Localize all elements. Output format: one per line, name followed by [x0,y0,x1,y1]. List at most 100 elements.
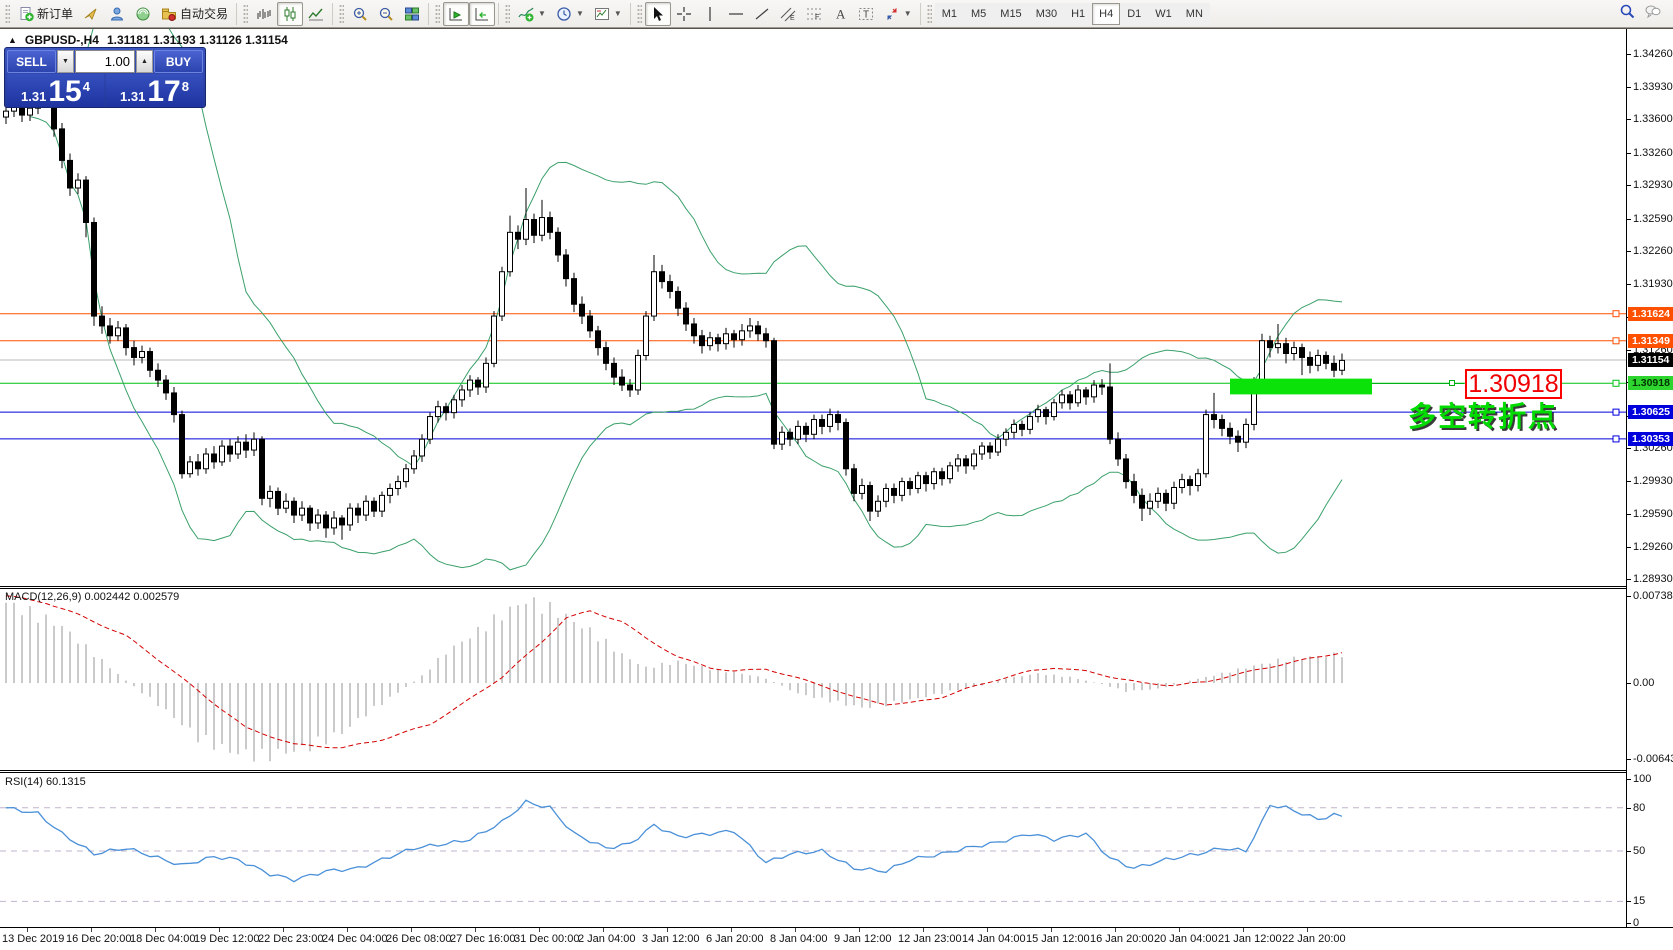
history-center-button[interactable] [78,2,104,26]
sell-button[interactable]: SELL [7,50,56,73]
toolbar-grip [636,3,642,24]
time-tick-label: 22 Jan 20:00 [1282,933,1346,945]
zoom-out-icon [378,6,394,22]
symbol-period-label: GBPUSD-,H4 [24,33,99,47]
hline-icon [728,6,744,22]
panel-divider[interactable] [0,770,1673,773]
zoom-out-button[interactable] [373,2,399,26]
axis-tick-label: 1.33930 [1633,80,1673,93]
new-order-button[interactable]: 新订单 [13,2,78,26]
chart-window: 1.34260 1.33930 1.33600 1.33260 1.32930 1.325… [0,28,1673,950]
signal-icon [135,6,151,22]
price-level-badge: 1.31349 [1628,333,1673,348]
vertical-line-button[interactable] [697,2,723,26]
price-level-badge: 1.30918 [1628,376,1673,391]
horizontal-line-button[interactable] [723,2,749,26]
line-chart-button[interactable] [303,2,329,26]
candlestick-chart-button[interactable] [277,1,304,26]
volume-decrease-button[interactable]: ▼ [57,50,74,73]
volume-input[interactable] [75,50,135,73]
time-tick-label: 27 Dec 16:00 [450,933,516,945]
arrows-button[interactable]: ▼ [879,2,917,26]
auto-scroll-button[interactable] [443,1,470,26]
turning-point-annotation[interactable]: 多空转折点 [1408,401,1559,432]
axis-tick-label: -0.006439 [1633,752,1673,765]
sell-price[interactable]: 1.31 15 4 [7,74,104,107]
time-tick-label: 9 Jan 12:00 [834,933,892,945]
periods-button[interactable]: ▼ [551,2,589,26]
tile-windows-button[interactable] [399,2,425,26]
pyramid-icon [83,6,99,22]
bars-icon [256,6,272,22]
macd-canvas [5,595,1343,762]
svg-text:T: T [863,9,869,20]
timeframe-m30[interactable]: M30 [1028,2,1065,25]
timeframe-h1[interactable]: H1 [1064,2,1093,25]
text-label-button[interactable]: T [853,2,879,26]
market-signal-button[interactable] [130,2,156,26]
clock-icon [556,6,572,22]
timeframe-h4[interactable]: H4 [1092,2,1121,25]
callout-handle[interactable] [1449,380,1455,386]
axis-tick-label: 1.29590 [1633,508,1673,521]
axis-tick-label: 0 [1633,917,1640,929]
price-callout-line [1372,383,1464,384]
autotrading-button[interactable]: 自动交易 [156,2,233,26]
axis-tick-label: 1.32590 [1633,212,1673,225]
rsi-label: RSI(14) 60.1315 [5,776,86,788]
time-tick-label: 21 Jan 12:00 [1218,933,1282,945]
timeframe-mn[interactable]: MN [1178,2,1210,25]
buy-price[interactable]: 1.31 17 8 [106,74,203,107]
axis-tick-label: 1.29260 [1633,540,1673,553]
macd-label: MACD(12,26,9) 0.002442 0.002579 [5,591,180,603]
indicators-button[interactable]: ▼ [513,2,551,26]
bar-chart-button[interactable] [251,2,277,26]
timeframe-m5[interactable]: M5 [964,2,994,25]
chevron-down-icon[interactable]: ▼ [903,9,912,18]
templates-button[interactable]: ▼ [589,2,627,26]
axis-tick-label: 15 [1633,895,1646,908]
svg-text:A: A [836,6,846,21]
timeframe-m1[interactable]: M1 [934,2,964,25]
timeframe-m15[interactable]: M15 [993,2,1029,25]
chevron-down-icon[interactable]: ▼ [575,9,584,18]
main-chart-canvas[interactable] [0,29,1626,586]
axis-tick-label: 1.33260 [1633,146,1673,159]
chart-shift-button[interactable] [469,1,496,26]
time-tick-label: 8 Jan 04:00 [770,933,828,945]
price-annotation-box[interactable]: 1.30918 [1465,369,1562,399]
time-tick-label: 2 Jan 04:00 [578,933,636,945]
toolbar-grip [435,3,441,24]
chevron-down-icon[interactable]: ▼ [613,9,622,18]
price-axis: 1.34260 1.33930 1.33600 1.33260 1.32930 1.325… [1626,29,1673,929]
axis-tick-label: 1.32930 [1633,179,1673,192]
cursor-button[interactable] [644,1,671,26]
autotrade-icon [161,6,177,22]
chevron-down-icon[interactable]: ▼ [538,9,546,18]
buy-button[interactable]: BUY [154,50,203,73]
time-tick-label: 16 Dec 20:00 [66,933,132,945]
trendline-button[interactable] [749,2,775,26]
price-level-badge: 1.30353 [1628,431,1673,446]
axis-tick-label: 1.34260 [1633,48,1673,60]
axis-tick-label: 1.33600 [1633,113,1673,126]
equidistant-channel-button[interactable]: E [775,2,801,26]
arrows-icon [884,6,900,22]
chart-title: ▲ GBPUSD-,H4 1.31181 1.31193 1.31126 1.3… [8,33,288,47]
search-icon[interactable] [1619,3,1635,24]
price-level-badge: 1.31624 [1628,306,1673,321]
fibonacci-button[interactable]: F [801,2,827,26]
volume-increase-button[interactable]: ▲ [136,50,153,73]
crosshair-button[interactable] [671,2,697,26]
zoom-in-button[interactable] [347,2,373,26]
timeframe-d1[interactable]: D1 [1120,2,1149,25]
chat-icon[interactable] [1645,3,1661,24]
timeframe-w1[interactable]: W1 [1148,2,1179,25]
axis-tick-label: 1.31930 [1633,277,1673,290]
vline-icon [702,6,718,22]
time-tick-label: 6 Jan 20:00 [706,933,764,945]
text-button[interactable]: A [827,2,853,26]
profile-button[interactable] [104,2,130,26]
panel-divider[interactable] [0,586,1673,589]
collapse-arrow-icon[interactable]: ▲ [8,35,17,45]
